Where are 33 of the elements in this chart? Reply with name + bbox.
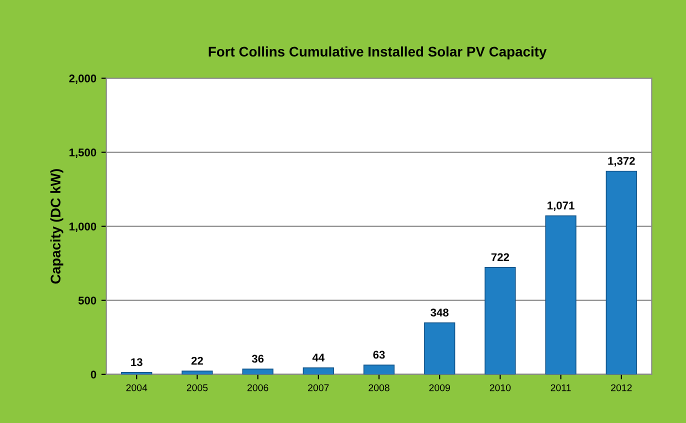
x-tick-label: 2011 [550,384,571,392]
x-tick-label: 2009 [429,384,450,392]
data-label: 22 [191,356,203,365]
data-label: 44 [312,354,325,362]
y-axis-title: Capacity (DC kW) [50,169,64,284]
y-tick-label: 2,000 [69,74,96,84]
bar [302,367,334,374]
bar [424,322,456,374]
bar [545,215,576,374]
data-label: 1,372 [608,157,635,166]
y-tick-label: 500 [78,296,96,304]
x-tick-label: 2005 [186,384,208,392]
y-tick-label: 1,000 [70,222,96,232]
y-tick-label: 1,500 [70,148,96,158]
chart-title: Fort Collins Cumulative Installed Solar PV Capacity [208,46,547,60]
bar [363,364,395,374]
bar [182,370,213,374]
x-tick-label: 2006 [248,384,268,392]
bar [484,267,516,374]
bar [606,170,637,374]
y-tick-label: 0 [90,370,96,378]
data-label: 722 [491,253,510,261]
bar [242,368,274,374]
data-label: 63 [373,350,385,359]
data-label: 36 [252,354,264,363]
x-tick-label: 2007 [308,384,329,392]
x-tick-label: 2012 [611,384,632,392]
x-tick-label: 2010 [490,384,511,392]
data-label: 1,071 [548,202,574,212]
data-label: 348 [430,308,449,316]
x-tick-label: 2004 [126,384,148,392]
x-tick-label: 2008 [368,384,390,392]
data-label: 13 [131,358,142,366]
